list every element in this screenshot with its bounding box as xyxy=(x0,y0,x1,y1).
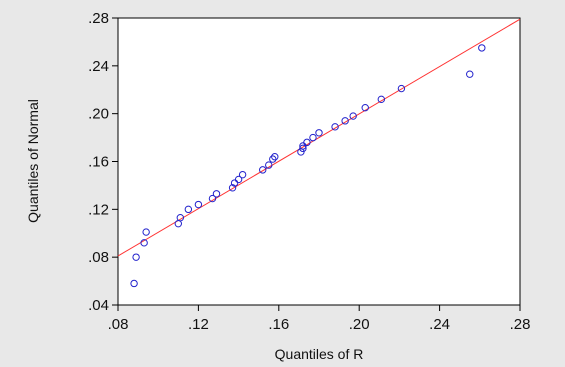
data-point xyxy=(184,205,193,214)
y-tick-label: .04 xyxy=(88,297,109,314)
plot-area xyxy=(117,17,521,306)
data-point xyxy=(466,70,474,78)
data-point xyxy=(269,155,277,163)
y-axis-label: Quantiles of Normal xyxy=(25,99,41,223)
data-point xyxy=(349,112,357,120)
x-tick-label: .20 xyxy=(349,316,370,333)
reference-line-layer xyxy=(117,18,521,257)
data-point xyxy=(299,144,307,153)
data-point xyxy=(194,200,203,209)
data-point xyxy=(361,103,369,112)
reference-line xyxy=(117,18,521,257)
y-tick-label: .28 xyxy=(88,10,109,27)
data-point xyxy=(478,44,486,52)
y-tick-label: .20 xyxy=(88,106,109,123)
y-tick-label: .16 xyxy=(88,154,109,171)
x-tick-label: .16 xyxy=(268,316,289,333)
ticks-layer: .08 .12 .16 .20 .24 .28 .04 .08 .12 .16 .20 .24 .28 xyxy=(88,10,530,333)
data-point xyxy=(271,153,279,161)
data-point xyxy=(265,161,273,169)
data-point xyxy=(315,129,323,137)
data-point xyxy=(259,166,267,174)
data-point xyxy=(208,194,217,203)
points-layer xyxy=(130,44,486,288)
data-point xyxy=(303,138,311,147)
x-tick-label: .28 xyxy=(510,316,531,333)
x-axis-label: Quantiles of R xyxy=(275,346,364,362)
x-tick-label: .12 xyxy=(188,316,209,333)
data-point xyxy=(341,117,349,125)
data-point xyxy=(212,190,221,198)
data-point xyxy=(130,279,138,288)
y-tick-label: .12 xyxy=(88,201,109,218)
y-tick-label: .24 xyxy=(88,58,109,75)
data-point xyxy=(228,184,237,192)
data-point xyxy=(377,95,386,104)
data-point xyxy=(234,175,243,184)
data-point xyxy=(140,239,148,247)
data-point xyxy=(176,214,185,222)
x-tick-label: .24 xyxy=(429,316,450,333)
data-point xyxy=(309,133,317,142)
data-point xyxy=(397,84,406,93)
x-tick-label: .08 xyxy=(108,316,129,333)
y-tick-label: .08 xyxy=(88,249,109,266)
data-point xyxy=(238,170,247,179)
data-point xyxy=(331,123,339,131)
data-point xyxy=(142,228,150,236)
data-point xyxy=(132,253,140,261)
